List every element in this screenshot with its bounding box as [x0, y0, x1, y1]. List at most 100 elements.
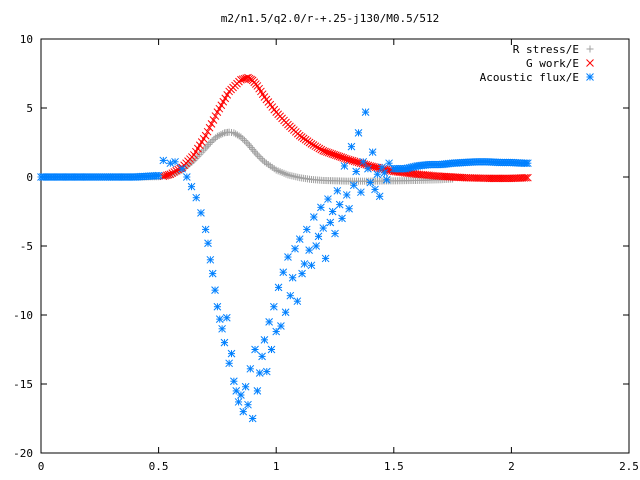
data-point	[230, 129, 238, 137]
data-point	[354, 128, 363, 137]
data-point	[237, 133, 245, 141]
data-point	[385, 159, 393, 168]
data-point	[166, 159, 175, 168]
data-point	[361, 108, 370, 116]
data-point	[209, 116, 218, 124]
data-point	[213, 108, 222, 116]
data-point	[259, 156, 267, 164]
data-point	[164, 170, 173, 179]
data-point	[326, 218, 335, 227]
data-point	[317, 203, 325, 212]
legend-marker	[586, 73, 594, 81]
data-marks	[37, 73, 532, 423]
data-point	[288, 273, 297, 282]
data-point	[219, 130, 227, 138]
data-point	[277, 322, 285, 330]
x-tick-label: 1.5	[384, 460, 404, 473]
data-point	[333, 186, 342, 195]
data-point	[182, 173, 191, 181]
data-point	[208, 137, 216, 145]
data-point	[222, 313, 231, 322]
data-point	[328, 207, 337, 216]
data-point	[232, 130, 240, 138]
data-point	[215, 104, 224, 113]
data-point	[201, 225, 210, 234]
data-point	[237, 391, 245, 399]
data-point	[272, 327, 281, 336]
data-point	[520, 173, 529, 182]
data-point	[205, 123, 214, 132]
data-point	[309, 213, 318, 221]
data-point	[217, 101, 226, 110]
data-point	[239, 135, 247, 143]
data-point	[307, 261, 316, 270]
plot-frame	[40, 38, 630, 454]
data-point	[241, 382, 250, 391]
data-point	[335, 200, 344, 209]
data-point	[210, 135, 218, 143]
data-point	[215, 131, 223, 139]
data-point	[305, 246, 313, 254]
data-point	[342, 191, 351, 199]
data-point	[493, 174, 501, 183]
data-point	[349, 181, 358, 190]
data-point	[211, 112, 220, 120]
data-point	[482, 174, 490, 183]
data-point	[213, 302, 222, 311]
data-point	[338, 214, 346, 223]
x-tick-label: 2.5	[619, 460, 639, 473]
data-point	[217, 131, 225, 139]
data-point	[295, 235, 304, 243]
y-tick-label: -5	[20, 240, 33, 253]
y-tick-label: -10	[13, 309, 33, 322]
data-point	[491, 174, 499, 183]
data-point	[220, 338, 229, 347]
data-point	[458, 173, 467, 182]
data-point	[312, 242, 321, 250]
data-point	[487, 174, 496, 183]
data-point	[207, 120, 216, 128]
data-point	[235, 132, 243, 140]
y-tick-label: -20	[13, 447, 33, 460]
data-point	[524, 173, 532, 182]
data-point	[171, 157, 179, 166]
data-point	[208, 269, 217, 278]
data-point	[260, 335, 269, 344]
data-point	[331, 229, 339, 238]
x-tick-label: 0.5	[149, 460, 169, 473]
y-tick-label: 0	[26, 171, 33, 184]
data-point	[187, 182, 196, 191]
data-point	[227, 349, 236, 358]
data-point	[204, 239, 212, 248]
data-point	[274, 283, 283, 292]
data-point	[211, 286, 219, 295]
data-point	[368, 148, 377, 157]
data-point	[300, 260, 309, 268]
data-point	[166, 170, 175, 179]
data-point	[248, 414, 257, 423]
data-point	[371, 185, 379, 194]
data-point	[240, 136, 248, 144]
data-point	[244, 140, 252, 148]
data-point	[484, 174, 492, 183]
legend-label: Acoustic flux/E	[480, 71, 579, 84]
data-point	[233, 131, 241, 139]
x-tick-label: 2	[508, 460, 515, 473]
data-point	[313, 143, 322, 152]
chart-title: m2/n1.5/q2.0/r-+.25-j130/M0.5/512	[221, 12, 440, 25]
data-point	[307, 140, 316, 148]
data-point	[347, 142, 356, 151]
data-point	[247, 144, 255, 152]
x-tick-label: 1	[273, 460, 280, 473]
data-point	[159, 156, 168, 165]
legend-label: R stress/E	[513, 43, 579, 56]
data-point	[223, 91, 232, 99]
data-point	[170, 168, 179, 176]
data-point	[250, 147, 258, 155]
data-point	[206, 139, 214, 146]
data-point	[246, 364, 255, 373]
data-point	[269, 302, 278, 311]
data-point	[221, 94, 230, 103]
